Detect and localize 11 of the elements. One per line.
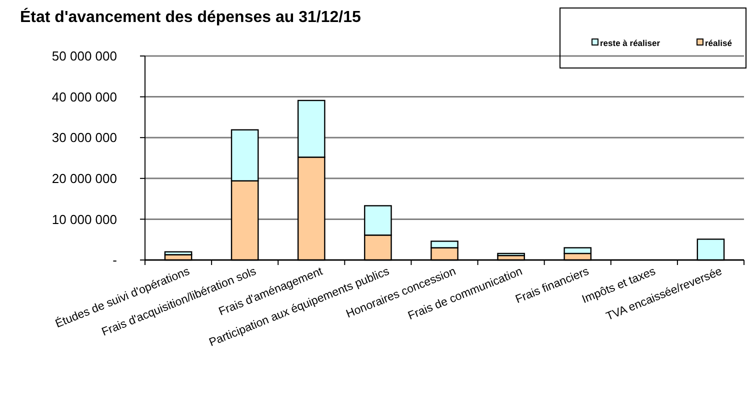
y-tick-label: - [112,252,117,268]
y-tick-label: 10 000 000 [52,212,117,227]
y-tick-label: 30 000 000 [52,130,117,146]
y-tick-label: 50 000 000 [52,48,117,64]
legend-label: reste à réaliser [600,38,661,48]
legend-label: réalisé [705,38,732,48]
chart-title: État d'avancement des dépenses au 31/12/15 [20,7,361,26]
bar [164,251,192,256]
bar [497,252,525,256]
y-tick-label: 40 000 000 [52,89,117,104]
y-tick-label: 20 000 000 [52,170,117,186]
